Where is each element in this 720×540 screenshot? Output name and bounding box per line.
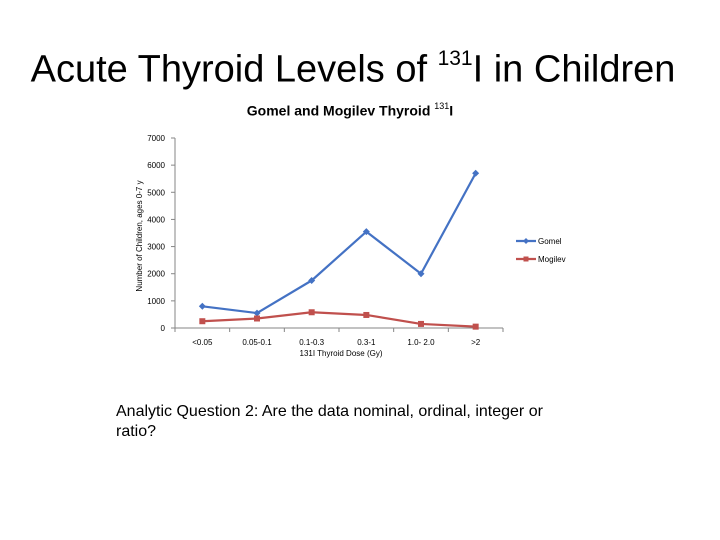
analytic-question: Analytic Question 2: Are the data nomina… bbox=[116, 403, 543, 440]
legend-label-mogilev: Mogilev bbox=[538, 255, 566, 264]
chart-title: Gomel and Mogilev Thyroid 131I bbox=[246, 101, 454, 119]
x-tick-label: 1.0- 2.0 bbox=[407, 338, 435, 347]
series-line-mogilev bbox=[202, 311, 476, 328]
legend-label-gomel: Gomel bbox=[538, 237, 562, 246]
data-point-gomel bbox=[198, 302, 206, 310]
x-tick-label: 0.1-0.3 bbox=[299, 338, 324, 347]
slide-title: Acute Thyroid Levels of 131I in Children bbox=[30, 47, 676, 91]
y-tick-label: 7000 bbox=[147, 134, 165, 143]
x-tick-label: 0.3-1 bbox=[357, 338, 376, 347]
data-point-gomel bbox=[417, 270, 425, 278]
data-point-mogilev bbox=[254, 315, 260, 322]
data-point-mogilev bbox=[308, 309, 315, 316]
x-tick-label: <0.05 bbox=[192, 338, 213, 347]
data-point-mogilev bbox=[199, 318, 206, 325]
y-tick-label: 1000 bbox=[147, 297, 165, 306]
series-line-gomel bbox=[202, 172, 477, 315]
x-axis-title: 131I Thyroid Dose (Gy) bbox=[300, 349, 383, 358]
x-tick-label: 0.05-0.1 bbox=[242, 338, 272, 347]
data-point-mogilev bbox=[363, 311, 370, 318]
data-point-gomel bbox=[362, 228, 370, 236]
data-point-gomel bbox=[308, 277, 316, 284]
y-tick-label: 4000 bbox=[147, 215, 165, 224]
y-tick-label: 0 bbox=[161, 324, 166, 333]
y-tick-label: 5000 bbox=[147, 188, 165, 197]
data-point-mogilev bbox=[418, 320, 424, 327]
legend-marker-gomel bbox=[523, 238, 529, 244]
data-point-gomel bbox=[472, 169, 480, 177]
x-tick-label: >2 bbox=[471, 338, 481, 347]
y-tick-label: 2000 bbox=[147, 270, 165, 279]
data-point-mogilev bbox=[472, 323, 479, 330]
legend-marker-mogilev bbox=[523, 256, 529, 262]
data-point-gomel bbox=[253, 309, 261, 317]
y-tick-label: 6000 bbox=[147, 161, 165, 170]
y-tick-label: 3000 bbox=[147, 243, 165, 252]
y-axis-title: Number of Children, ages 0-7 y bbox=[135, 180, 144, 291]
